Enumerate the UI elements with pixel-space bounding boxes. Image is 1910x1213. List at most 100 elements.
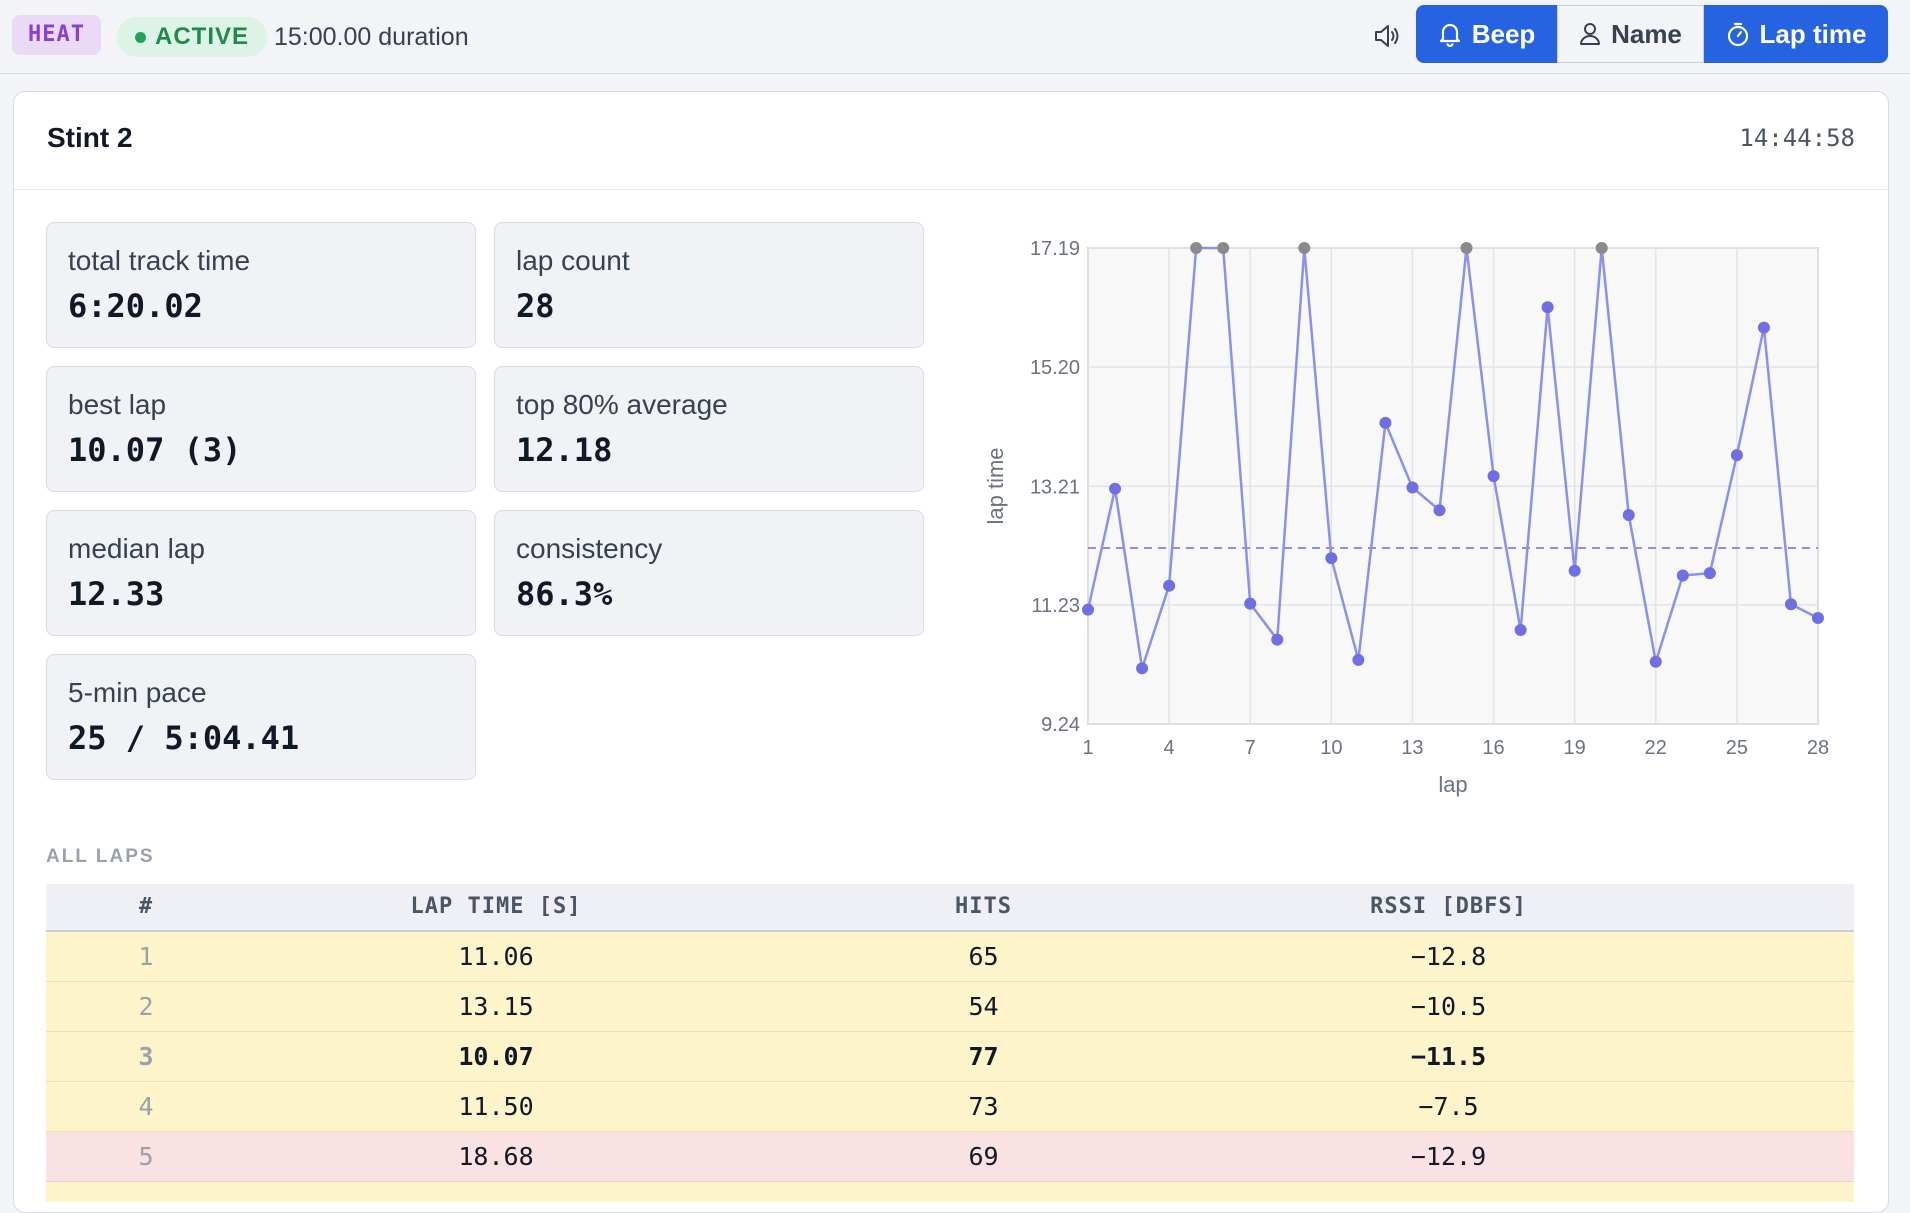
lap-number: 5 bbox=[138, 1142, 154, 1171]
lap-point bbox=[1325, 552, 1338, 565]
rssi-cell: −12.8 bbox=[1410, 942, 1487, 971]
stat-value: 6:20.02 bbox=[68, 287, 203, 325]
lap-time-cell: 11.50 bbox=[458, 1092, 534, 1121]
x-tick-label: 7 bbox=[1245, 737, 1256, 759]
capped-lap-point bbox=[1190, 242, 1203, 254]
active-status-badge: ACTIVE bbox=[117, 17, 268, 57]
stat-total-track-time: total track time 6:20.02 bbox=[46, 222, 476, 348]
active-status-label: ACTIVE bbox=[155, 23, 250, 50]
name-button[interactable]: Name bbox=[1557, 5, 1704, 63]
stint-card-header: Stint 2 14:44:58 bbox=[14, 92, 1888, 190]
x-tick-label: 25 bbox=[1726, 737, 1748, 759]
lap-point bbox=[1676, 569, 1689, 582]
y-tick-label: 9.24 bbox=[1041, 714, 1080, 736]
stat-label: top 80% average bbox=[516, 389, 728, 420]
column-header-hits[interactable]: HITS bbox=[955, 894, 1012, 919]
rssi-cell: −12.9 bbox=[1410, 1142, 1487, 1171]
lap-time-cell: 10.07 bbox=[458, 1042, 534, 1071]
column-header-rssi[interactable]: RSSI [DBFS] bbox=[1370, 894, 1527, 919]
lap-number: 1 bbox=[138, 942, 154, 971]
lap-point bbox=[1406, 481, 1419, 494]
laps-table-header: # LAP TIME [S] HITS RSSI [DBFS] bbox=[46, 884, 1854, 932]
y-tick-label: 13.21 bbox=[1030, 476, 1080, 498]
lap-point bbox=[1757, 321, 1770, 334]
stint-title: Stint 2 bbox=[47, 122, 133, 153]
lap-number: 3 bbox=[138, 1042, 154, 1071]
beep-button[interactable]: Beep bbox=[1416, 5, 1557, 63]
stat-median-lap: median lap 12.33 bbox=[46, 510, 476, 636]
lap-time-button-label: Lap time bbox=[1759, 18, 1867, 49]
x-tick-label: 4 bbox=[1164, 737, 1175, 759]
speaker-icon[interactable] bbox=[1370, 20, 1402, 52]
lap-point bbox=[1271, 633, 1284, 646]
x-tick-label: 10 bbox=[1320, 737, 1342, 759]
all-laps-label: ALL LAPS bbox=[46, 846, 155, 867]
capped-lap-point bbox=[1217, 242, 1230, 254]
x-tick-label: 28 bbox=[1807, 737, 1829, 759]
x-tick-label: 19 bbox=[1564, 737, 1586, 759]
y-tick-label: 17.19 bbox=[1030, 238, 1080, 260]
stat-best-lap: best lap 10.07 (3) bbox=[46, 366, 476, 492]
stat-value: 28 bbox=[516, 287, 555, 325]
hits-cell: 54 bbox=[968, 992, 999, 1021]
lap-point bbox=[1649, 655, 1662, 668]
hits-cell: 69 bbox=[968, 1142, 999, 1171]
capped-lap-point bbox=[1460, 242, 1473, 254]
lap-point bbox=[1352, 653, 1365, 666]
lap-point bbox=[1703, 567, 1716, 580]
lap-time-button[interactable]: Lap time bbox=[1704, 5, 1888, 63]
lap-number: 2 bbox=[138, 992, 154, 1021]
capped-lap-point bbox=[1595, 242, 1608, 254]
lap-point bbox=[1730, 449, 1743, 462]
column-header-number[interactable]: # bbox=[138, 894, 154, 919]
stat-top80-average: top 80% average 12.18 bbox=[494, 366, 924, 492]
duration-text: 15:00.00 duration bbox=[274, 23, 469, 51]
hits-cell: 65 bbox=[968, 942, 999, 971]
hits-cell: 77 bbox=[968, 1042, 999, 1071]
lap-time-chart: 1 4 7 10 13 16 19 22 25 28 17.19 15.20 13.21 11.23 9.2… bbox=[983, 238, 1829, 797]
lap-point bbox=[1784, 598, 1797, 611]
lap-point bbox=[1244, 597, 1257, 610]
hits-cell: 73 bbox=[968, 1092, 999, 1121]
x-axis-label: lap bbox=[1438, 772, 1467, 797]
lap-number: 4 bbox=[138, 1092, 154, 1121]
table-row[interactable]: 1 11.06 65 −12.8 bbox=[46, 932, 1854, 982]
stat-label: total track time bbox=[68, 245, 251, 276]
rssi-cell: −7.5 bbox=[1418, 1092, 1479, 1121]
lap-point bbox=[1541, 301, 1554, 314]
table-row[interactable]: 2 13.15 54 −10.5 bbox=[46, 982, 1854, 1032]
name-button-label: Name bbox=[1611, 18, 1682, 49]
stat-label: lap count bbox=[516, 245, 630, 276]
lap-point bbox=[1136, 662, 1149, 675]
lap-point bbox=[1568, 564, 1581, 577]
lap-time-series-line bbox=[1086, 246, 1819, 669]
column-header-lap-time[interactable]: LAP TIME [S] bbox=[410, 894, 582, 919]
lap-time-cell: 11.06 bbox=[458, 942, 534, 971]
table-row[interactable]: 5 18.68 69 −12.9 bbox=[46, 1132, 1854, 1182]
lap-time-cell: 13.15 bbox=[458, 992, 534, 1021]
lap-point bbox=[1082, 603, 1094, 616]
table-row-best-lap[interactable]: 3 10.07 77 −11.5 bbox=[46, 1032, 1854, 1082]
lap-point bbox=[1514, 623, 1527, 636]
stat-label: consistency bbox=[516, 533, 663, 564]
stint-clock: 14:44:58 bbox=[1739, 124, 1855, 152]
y-tick-label: 11.23 bbox=[1031, 595, 1080, 617]
stat-five-min-pace: 5-min pace 25 / 5:04.41 bbox=[46, 654, 476, 780]
user-icon bbox=[1580, 23, 1601, 45]
table-row[interactable]: 4 11.50 73 −7.5 bbox=[46, 1082, 1854, 1132]
beep-button-label: Beep bbox=[1471, 18, 1536, 49]
top-bar: HEAT ACTIVE 15:00.00 duration Beep Name … bbox=[0, 0, 1910, 74]
capped-lap-point bbox=[1298, 242, 1311, 254]
stat-value: 86.3% bbox=[516, 575, 613, 613]
lap-point bbox=[1379, 416, 1392, 429]
heat-tag: HEAT bbox=[12, 15, 101, 55]
x-tick-label: 1 bbox=[1082, 737, 1093, 759]
table-row-partial bbox=[46, 1182, 1854, 1202]
x-tick-label: 16 bbox=[1482, 737, 1504, 759]
bell-icon bbox=[1439, 23, 1460, 47]
laps-table: # LAP TIME [S] HITS RSSI [DBFS] 1 11.06 … bbox=[46, 884, 1854, 1202]
lap-time-cell: 18.68 bbox=[458, 1142, 534, 1171]
lap-point bbox=[1487, 470, 1500, 483]
stopwatch-icon bbox=[1727, 22, 1748, 47]
stat-label: 5-min pace bbox=[68, 677, 207, 708]
